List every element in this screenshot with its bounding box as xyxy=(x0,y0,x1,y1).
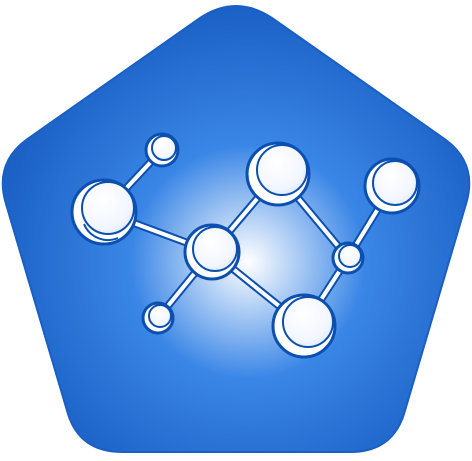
atom-small-bottom-left xyxy=(141,301,175,335)
atom-center xyxy=(183,223,241,281)
atom-small-right xyxy=(331,241,365,275)
atom-large-bottom xyxy=(271,293,337,359)
atom-large-left xyxy=(70,178,138,246)
atom-small-top xyxy=(144,132,180,168)
molecule-atoms xyxy=(70,132,421,359)
atom-large-top xyxy=(245,141,311,207)
atom-right xyxy=(363,157,421,215)
